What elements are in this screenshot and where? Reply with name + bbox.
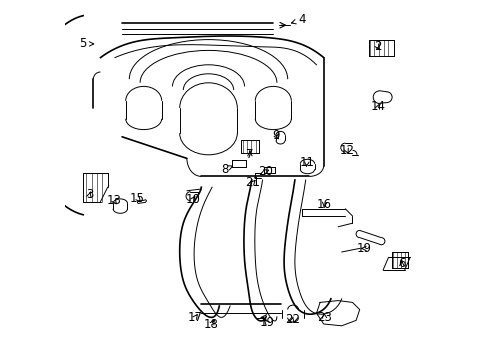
Text: 15: 15 xyxy=(130,192,145,205)
Text: 6: 6 xyxy=(397,257,405,270)
Text: 3: 3 xyxy=(86,188,93,201)
Text: 12: 12 xyxy=(339,144,353,157)
Text: 8: 8 xyxy=(221,163,232,176)
Text: 21: 21 xyxy=(245,176,260,189)
Text: 16: 16 xyxy=(316,198,331,211)
Text: 17: 17 xyxy=(187,311,202,324)
Text: 19: 19 xyxy=(259,316,274,329)
Text: 19: 19 xyxy=(356,242,371,255)
Text: 14: 14 xyxy=(370,100,385,113)
Text: 2: 2 xyxy=(373,40,381,53)
Text: 7: 7 xyxy=(245,148,253,161)
Text: 13: 13 xyxy=(106,194,122,207)
Text: 4: 4 xyxy=(291,13,305,26)
Text: 18: 18 xyxy=(203,318,218,331)
Text: 5: 5 xyxy=(80,37,94,50)
Text: 20: 20 xyxy=(257,165,272,178)
Text: 23: 23 xyxy=(316,311,331,324)
Text: 10: 10 xyxy=(185,193,200,206)
Text: 22: 22 xyxy=(285,313,299,326)
Text: 9: 9 xyxy=(272,129,279,142)
Text: 11: 11 xyxy=(299,156,314,168)
